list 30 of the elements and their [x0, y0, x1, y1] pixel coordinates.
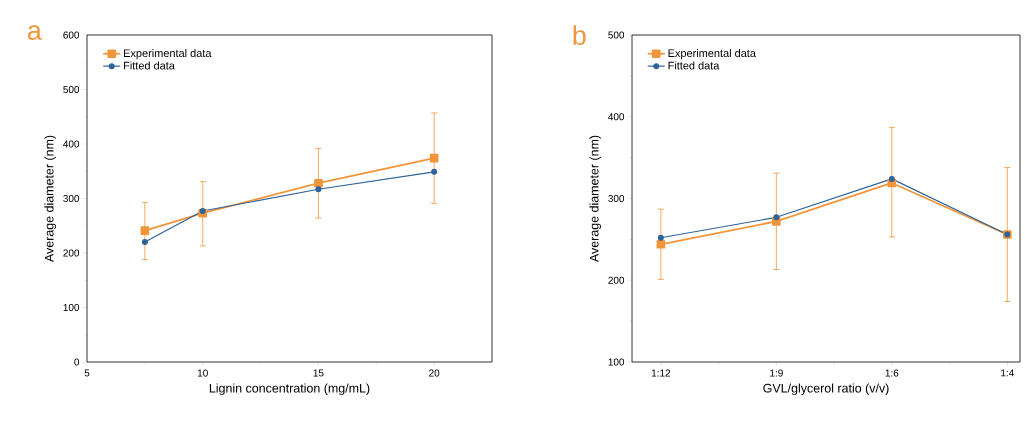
x-tick-label: 10 [197, 369, 208, 377]
y-tick-label: 300 [608, 194, 625, 203]
y-tick-label: 100 [63, 303, 80, 312]
legend-label: Experimental data [124, 48, 212, 60]
y-tick-label: 100 [608, 358, 625, 366]
x-tick-label: 15 [313, 369, 324, 377]
text: a [27, 25, 42, 40]
x-axis-title: Lignin concentration (mg/mL) [209, 383, 370, 396]
y-tick-label: 600 [63, 31, 80, 39]
legend-label: Fitted data [124, 61, 175, 70]
text: b [573, 25, 586, 45]
y-axis-title: Average diameter (nm) [44, 135, 57, 263]
y-tick-label: 200 [63, 249, 80, 257]
x-axis-title: GVL/glycerol ratio (v/v) [763, 383, 889, 396]
x-tick-label: 1:9 [770, 369, 783, 377]
x-tick-label: 5 [84, 369, 90, 377]
y-tick-label: 400 [63, 140, 80, 148]
y-tick-label: 0 [74, 358, 80, 366]
legend-label: Fitted data [668, 61, 720, 70]
y-tick-label: 200 [608, 276, 625, 284]
x-tick-label: 1:4 [1001, 369, 1014, 377]
y-tick-label: 400 [608, 113, 625, 121]
x-tick-label: 20 [429, 369, 440, 377]
legend-label: Experimental data [668, 49, 756, 60]
x-tick-label: 1:12 [651, 369, 671, 377]
y-tick-label: 500 [63, 85, 80, 94]
y-tick-label: 300 [63, 194, 80, 203]
y-axis-title: Average diameter (nm) [589, 135, 602, 263]
x-tick-label: 1:6 [885, 369, 899, 377]
y-tick-label: 500 [608, 31, 625, 39]
